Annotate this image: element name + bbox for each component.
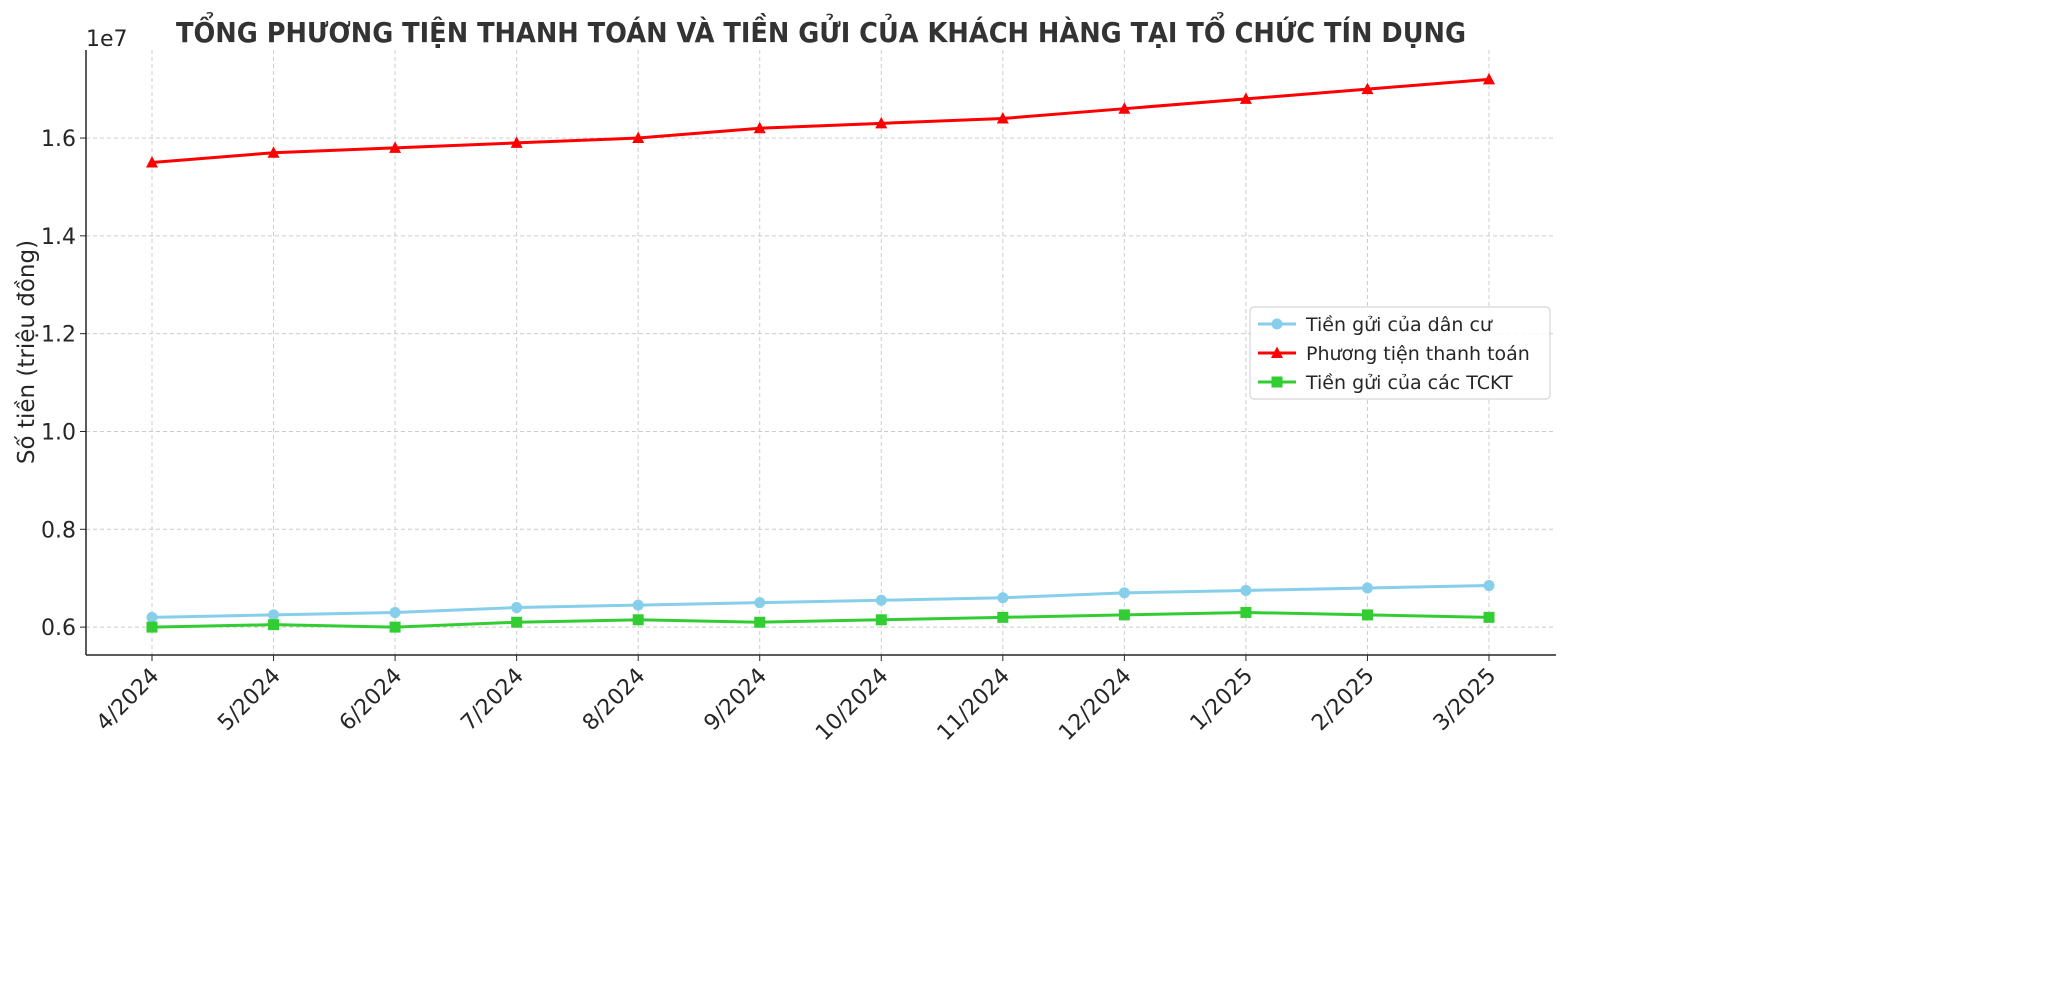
data-point — [875, 594, 887, 606]
data-point — [268, 609, 280, 621]
data-point — [1240, 584, 1252, 596]
data-point — [1271, 318, 1283, 330]
axes — [85, 50, 1556, 656]
data-point — [146, 621, 158, 633]
data-point — [389, 606, 401, 618]
x-tick-label: 7/2024 — [456, 664, 528, 736]
data-point — [1483, 611, 1495, 623]
data-point — [1118, 102, 1131, 114]
x-tick-label: 12/2024 — [1054, 664, 1136, 746]
data-point — [1271, 376, 1283, 388]
data-point — [1239, 92, 1252, 104]
series-line — [151, 610, 1490, 629]
data-point — [632, 131, 645, 144]
y-scale-label: 1e7 — [86, 27, 128, 52]
data-point — [511, 616, 523, 628]
data-point — [1483, 72, 1495, 85]
y-tick-label: 0.6 — [41, 616, 76, 641]
data-point — [268, 619, 280, 631]
y-tick-label: 1.2 — [41, 323, 76, 348]
x-ticks: 4/2024 5/2024 6/2024 7/2024 8/2024 9/2024 10/2… — [92, 655, 1501, 746]
x-tick-label: 1/2025 — [1186, 664, 1258, 736]
data-point — [1361, 582, 1373, 594]
series-line — [151, 584, 1490, 619]
legend-item: Tiền gửi của dân cư — [1258, 314, 1493, 336]
data-point — [996, 111, 1009, 124]
y-tick-label: 1.0 — [41, 420, 76, 445]
series-3 — [146, 606, 1495, 633]
y-tick-label: 1.6 — [41, 127, 76, 152]
x-tick-label: 2/2025 — [1307, 664, 1379, 736]
data-point — [632, 614, 644, 626]
y-tick-label: 1.4 — [41, 225, 76, 250]
legend-item: Tiền gửi của các TCKT — [1258, 372, 1513, 394]
data-point — [875, 614, 887, 626]
y-ticks: 0.6 0.8 1.0 1.2 1.4 1.6 — [41, 127, 86, 641]
data-point — [1271, 346, 1283, 358]
x-tick-label: 4/2024 — [92, 664, 164, 736]
x-tick-label: 10/2024 — [811, 664, 893, 746]
legend-label: Tiền gửi của dân cư — [1305, 314, 1493, 336]
data-point — [389, 621, 401, 633]
data-point — [146, 611, 158, 623]
legend: Tiền gửi của dân cư Phương tiện thanh toá… — [1249, 306, 1551, 400]
data-point — [754, 597, 766, 609]
series-1 — [146, 580, 1495, 623]
x-tick-label: 6/2024 — [335, 664, 407, 736]
data-point — [997, 592, 1009, 604]
data-point — [267, 146, 280, 158]
data-point — [997, 611, 1009, 623]
data-point — [1361, 82, 1374, 95]
data-point — [1361, 609, 1373, 621]
data-point — [389, 141, 402, 153]
legend-item: Phương tiện thanh toán — [1258, 343, 1530, 365]
data-point — [1118, 587, 1130, 599]
y-tick-label: 0.8 — [41, 518, 76, 543]
data-point — [632, 599, 644, 611]
data-point — [1240, 606, 1252, 618]
data-point — [1118, 609, 1130, 621]
data-point — [511, 602, 523, 614]
series-2 — [146, 72, 1495, 168]
data-point — [1483, 580, 1495, 592]
data-point — [754, 616, 766, 628]
series-group — [146, 72, 1495, 633]
x-tick-label: 8/2024 — [578, 664, 650, 736]
series-line — [151, 77, 1490, 164]
legend-label: Tiền gửi của các TCKT — [1305, 372, 1513, 394]
legend-label: Phương tiện thanh toán — [1306, 343, 1530, 365]
data-point — [753, 121, 766, 134]
x-tick-label: 5/2024 — [213, 664, 285, 736]
chart-title: TỔNG PHƯƠNG TIỆN THANH TOÁN VÀ TIỀN GỬI … — [176, 9, 1466, 49]
x-tick-label: 9/2024 — [700, 664, 772, 736]
legend-box — [1249, 306, 1551, 400]
x-tick-label: 3/2025 — [1429, 664, 1501, 736]
data-point — [510, 136, 523, 148]
y-axis-label: Số tiền (triệu đồng) — [14, 240, 40, 464]
data-point — [146, 155, 158, 168]
data-point — [875, 116, 888, 129]
x-tick-label: 11/2024 — [933, 664, 1015, 746]
